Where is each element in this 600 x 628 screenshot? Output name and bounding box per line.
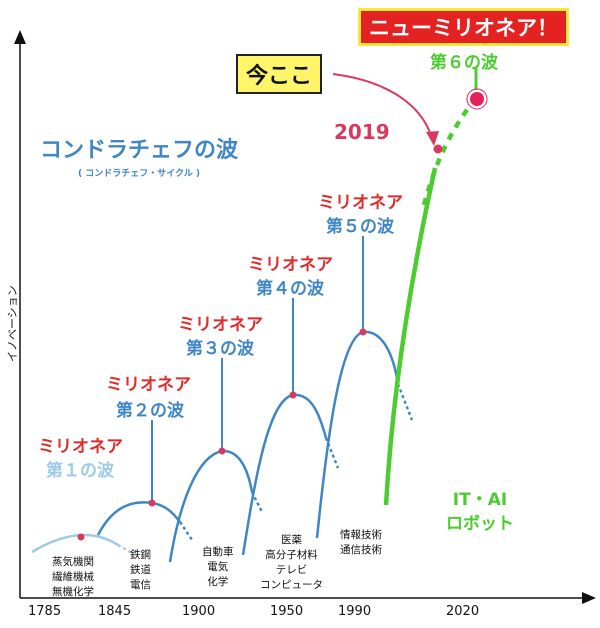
industry-item: 情報技術 (340, 529, 382, 541)
industry-item: コンピュータ (260, 579, 323, 591)
wave-2-curve (96, 501, 181, 536)
x-tick: 1785 (28, 604, 62, 619)
new-millionaire-banner: ニューミリオネア！ (358, 8, 569, 46)
wave-5-industries: 情報技術 通信技術 (340, 528, 382, 558)
wave-5-label: 第５の波 (326, 217, 394, 237)
wave-4-tail (324, 437, 340, 469)
industry-item: 蒸気機関 (52, 556, 94, 568)
wave-4-label: 第４の波 (256, 279, 324, 299)
wave-1-millionaire: ミリオネア (38, 437, 123, 457)
wave-4-industries: 医薬 高分子材料 テレビ コンピュータ (260, 533, 323, 593)
wave-2-tail (178, 521, 194, 541)
wave-5-peak (359, 328, 367, 336)
wave-1-industries: 蒸気機関 繊維機械 無機化学 (52, 555, 94, 600)
industry-item: 無機化学 (52, 586, 94, 598)
wave-5-tail (396, 383, 414, 421)
wave-3-curve (168, 449, 254, 563)
industry-item: 通信技術 (340, 544, 382, 556)
wave-2-industries: 鉄鋼 鉄道 電信 (130, 548, 151, 593)
industry-item: ロボット (446, 514, 514, 534)
wave-4-curve (241, 393, 328, 556)
industry-item: 電信 (130, 579, 151, 591)
x-tick: 1990 (338, 604, 372, 619)
industry-item: 鉄道 (130, 564, 151, 576)
chart-subtitle: ( コンドラチェフ・サイクル ) (78, 169, 201, 179)
industry-item: 高分子材料 (265, 549, 318, 561)
wave-6-curve (383, 167, 438, 506)
year-2019-dot (433, 144, 443, 154)
industry-item: 医薬 (281, 534, 302, 546)
industry-item: 鉄鋼 (130, 549, 151, 561)
wave-3-millionaire: ミリオネア (178, 315, 263, 335)
industry-item: 自動車 (202, 546, 234, 558)
wave-2-millionaire: ミリオネア (106, 375, 191, 395)
current-marker-box: 今ここ (236, 54, 323, 94)
wave-1-tail (117, 543, 133, 555)
wave-3-industries: 自動車 電気 化学 (202, 545, 234, 590)
current-arrow-head (426, 131, 439, 146)
wave-6-peak-ring (466, 88, 488, 110)
wave-3-peak (218, 447, 226, 455)
chart-title: コンドラチェフの波 (40, 138, 239, 163)
industry-item: テレビ (275, 564, 308, 576)
industry-item: IT・AI (452, 490, 508, 510)
wave-3-tail (250, 491, 264, 513)
industry-item: 繊維機械 (52, 571, 94, 583)
wave-5-millionaire: ミリオネア (318, 193, 403, 213)
wave-6-industries: IT・AI ロボット (446, 488, 514, 536)
wave-2-label: 第２の波 (116, 401, 184, 421)
x-axis-arrow (582, 592, 596, 604)
x-tick: 1845 (98, 604, 132, 619)
wave-1-label: 第１の波 (46, 461, 114, 481)
wave-4-millionaire: ミリオネア (248, 255, 333, 275)
current-arrow (332, 73, 433, 139)
current-year-label: 2019 (334, 120, 390, 144)
industry-item: 化学 (207, 576, 229, 588)
wave-4-peak (289, 391, 297, 399)
x-tick: 2020 (446, 604, 480, 619)
x-tick: 1950 (270, 604, 304, 619)
industry-item: 電気 (207, 561, 229, 573)
y-axis-arrow (14, 30, 26, 44)
wave-1-peak (77, 533, 85, 541)
wave-6-projection (421, 96, 478, 206)
wave-1-curve (31, 533, 119, 554)
wave-6-peak (468, 90, 486, 108)
wave-3-label: 第３の波 (186, 339, 254, 359)
wave-5-curve (315, 330, 400, 539)
wave-6-label: 第６の波 (430, 53, 498, 73)
wave-2-peak (148, 499, 156, 507)
y-axis-label: イノベーション (6, 285, 19, 362)
x-tick: 1900 (182, 604, 216, 619)
